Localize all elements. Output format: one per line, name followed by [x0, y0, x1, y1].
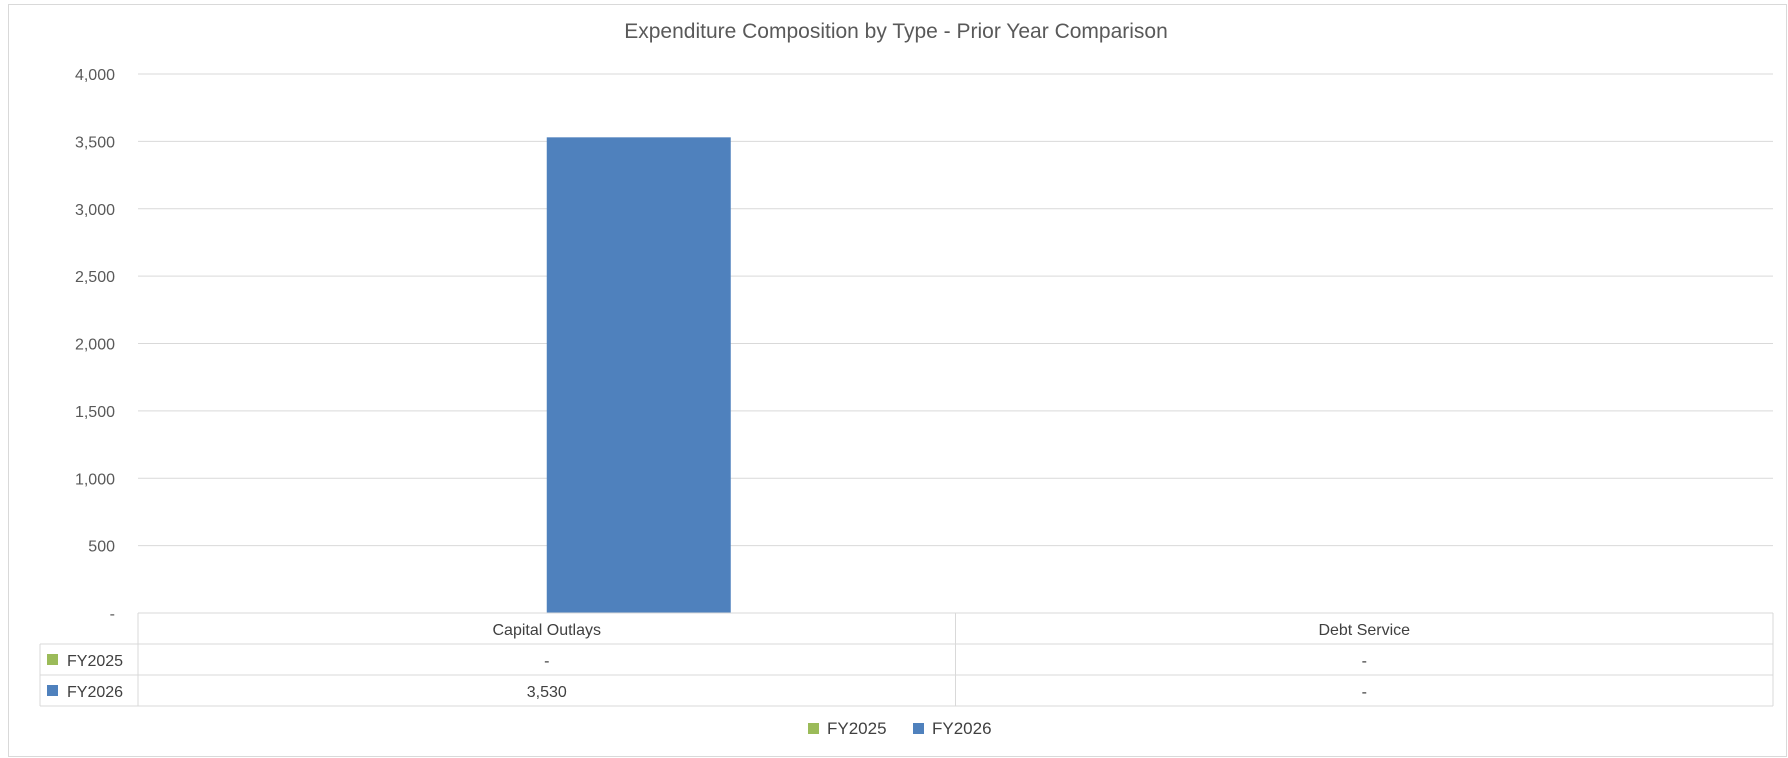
category-label: Debt Service — [1318, 622, 1410, 639]
y-tick-label: 1,000 — [75, 471, 115, 488]
chart-frame — [8, 4, 1787, 757]
bar-fy2026-0 — [546, 137, 731, 613]
legend-label: FY2025 — [827, 719, 887, 738]
bars — [546, 137, 731, 613]
y-axis: - 500 1,000 1,500 2,000 2,500 3,000 3,500 4,000 — [75, 67, 115, 623]
category-label: Capital Outlays — [493, 622, 602, 639]
legend-item-fy2026[interactable]: FY2026 — [913, 719, 992, 738]
y-tick-label: 2,000 — [75, 337, 115, 354]
y-tick-label: 1,500 — [75, 404, 115, 421]
data-label: 3,530 — [527, 684, 567, 701]
legend-label: FY2026 — [932, 719, 992, 738]
series-name: FY2026 — [67, 684, 123, 701]
data-label: - — [1362, 684, 1367, 701]
data-table: Capital Outlays Debt Service FY2025 - - FY202… — [39, 612, 1774, 707]
chart-title: Expenditure Composition by Type - Prior … — [624, 20, 1168, 43]
gridlines — [138, 73, 1773, 547]
y-tick-label: 3,500 — [75, 134, 115, 151]
y-tick-label: - — [110, 606, 115, 623]
y-tick-label: 3,000 — [75, 202, 115, 219]
data-label: - — [1362, 653, 1367, 670]
table-legend-key — [47, 685, 58, 696]
legend-item-fy2025[interactable]: FY2025 — [808, 719, 887, 738]
data-label: - — [544, 653, 549, 670]
series-name: FY2025 — [67, 653, 123, 670]
y-tick-label: 4,000 — [75, 67, 115, 84]
legend[interactable]: FY2025 FY2026 — [808, 719, 992, 738]
y-tick-label: 500 — [88, 539, 115, 556]
legend-key — [913, 723, 924, 734]
table-legend-key — [47, 654, 58, 665]
y-tick-label: 2,500 — [75, 269, 115, 286]
legend-key — [808, 723, 819, 734]
